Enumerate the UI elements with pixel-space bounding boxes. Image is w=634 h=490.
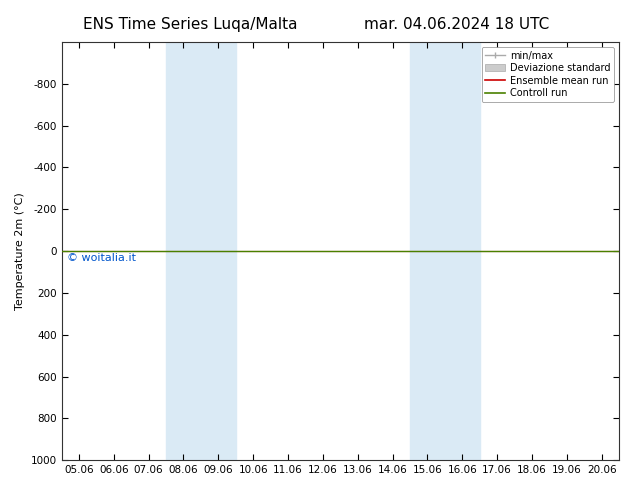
- Y-axis label: Temperature 2m (°C): Temperature 2m (°C): [15, 192, 25, 310]
- Bar: [166, 42, 236, 460]
- Text: ENS Time Series Luqa/Malta: ENS Time Series Luqa/Malta: [83, 17, 297, 32]
- Text: mar. 04.06.2024 18 UTC: mar. 04.06.2024 18 UTC: [364, 17, 549, 32]
- Legend: min/max, Deviazione standard, Ensemble mean run, Controll run: min/max, Deviazione standard, Ensemble m…: [482, 47, 614, 102]
- Bar: [410, 42, 480, 460]
- Text: © woitalia.it: © woitalia.it: [67, 253, 136, 263]
